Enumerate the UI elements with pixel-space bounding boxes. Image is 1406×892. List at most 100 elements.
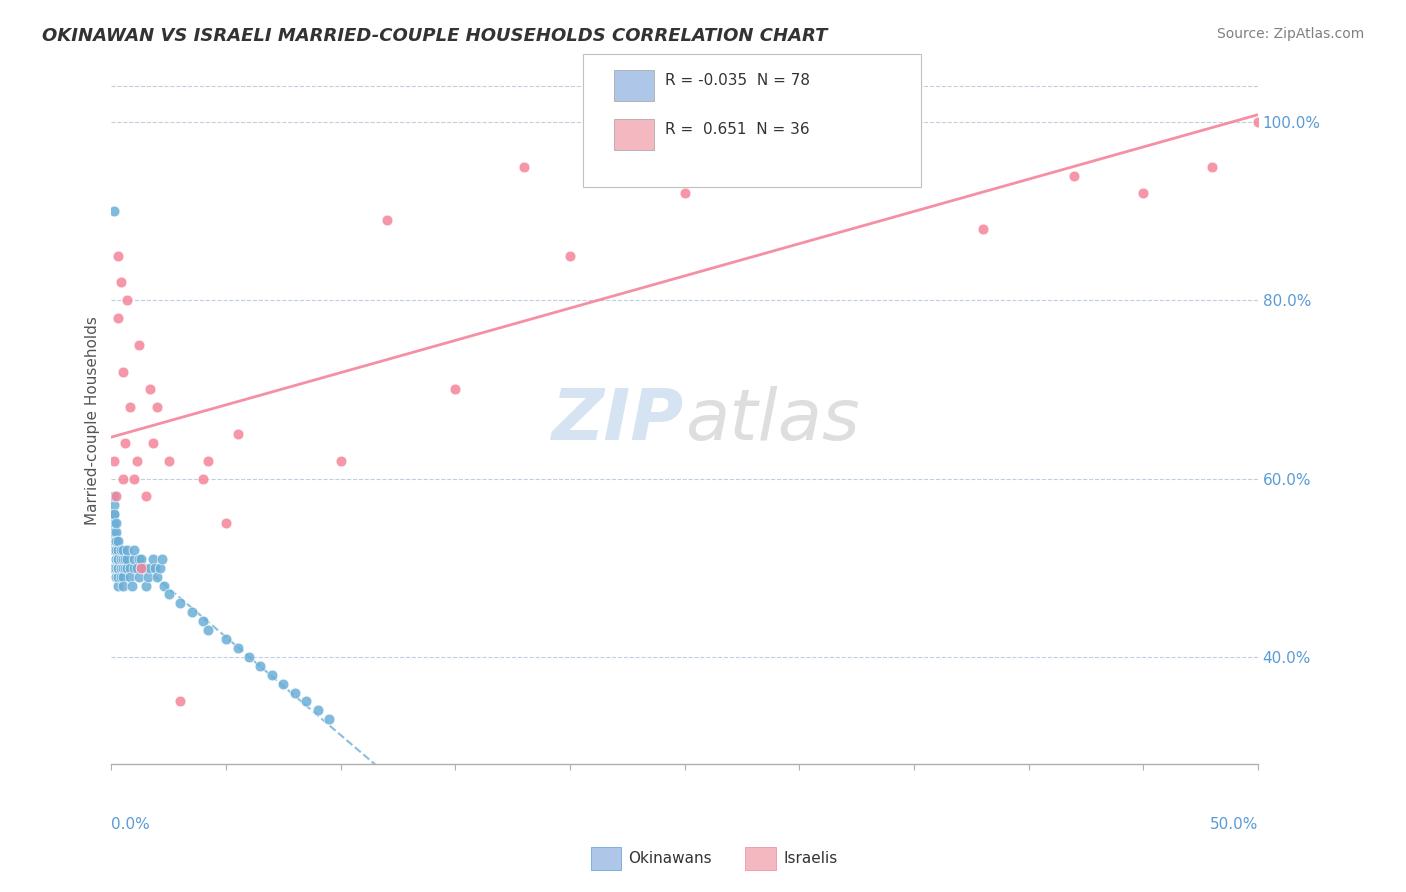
Point — [1201, 160, 1223, 174]
Point — [146, 569, 169, 583]
Point — [148, 560, 170, 574]
Point — [197, 623, 219, 637]
Point — [375, 213, 398, 227]
Point — [111, 472, 134, 486]
Point — [105, 552, 128, 566]
Point — [107, 552, 129, 566]
Point — [1063, 169, 1085, 183]
Point — [318, 712, 340, 726]
Point — [307, 703, 329, 717]
Point — [110, 560, 132, 574]
Point — [197, 454, 219, 468]
Point — [114, 560, 136, 574]
Point — [103, 508, 125, 522]
Point — [117, 552, 139, 566]
Text: Okinawans: Okinawans — [628, 852, 711, 866]
Point — [142, 552, 165, 566]
Point — [110, 569, 132, 583]
Point — [107, 569, 129, 583]
Point — [110, 552, 132, 566]
Point — [107, 534, 129, 549]
Point — [105, 543, 128, 558]
Point — [329, 454, 352, 468]
Point — [107, 249, 129, 263]
Point — [103, 454, 125, 468]
Point — [105, 490, 128, 504]
Point — [118, 569, 141, 583]
Point — [110, 276, 132, 290]
Point — [146, 401, 169, 415]
Point — [124, 552, 146, 566]
Point — [215, 632, 238, 646]
Text: 0.0%: 0.0% — [111, 817, 150, 832]
Point — [238, 649, 260, 664]
Point — [111, 552, 134, 566]
Point — [118, 401, 141, 415]
Point — [139, 383, 162, 397]
Point — [135, 578, 157, 592]
Point — [103, 525, 125, 540]
Point — [110, 543, 132, 558]
Point — [124, 543, 146, 558]
Point — [103, 516, 125, 531]
Text: R =  0.651  N = 36: R = 0.651 N = 36 — [665, 122, 810, 136]
Point — [105, 543, 128, 558]
Point — [249, 658, 271, 673]
Point — [128, 552, 150, 566]
Point — [128, 569, 150, 583]
Point — [295, 694, 318, 708]
Point — [135, 490, 157, 504]
Point — [114, 552, 136, 566]
Point — [157, 587, 180, 601]
Point — [105, 516, 128, 531]
Point — [132, 560, 155, 574]
Point — [260, 667, 283, 681]
Point — [787, 160, 810, 174]
Point — [114, 436, 136, 450]
Point — [124, 472, 146, 486]
Text: Israelis: Israelis — [783, 852, 838, 866]
Point — [1132, 186, 1154, 201]
Point — [139, 560, 162, 574]
Point — [121, 578, 143, 592]
Point — [103, 508, 125, 522]
Point — [169, 694, 191, 708]
Point — [125, 454, 148, 468]
Point — [180, 605, 202, 619]
Point — [136, 569, 159, 583]
Point — [103, 560, 125, 574]
Text: ZIP: ZIP — [553, 386, 685, 455]
Point — [124, 560, 146, 574]
Point — [103, 204, 125, 219]
Point — [105, 525, 128, 540]
Point — [107, 543, 129, 558]
Point — [107, 560, 129, 574]
Point — [157, 454, 180, 468]
Point — [226, 427, 249, 442]
Point — [111, 578, 134, 592]
Point — [153, 578, 176, 592]
Text: Source: ZipAtlas.com: Source: ZipAtlas.com — [1216, 27, 1364, 41]
Point — [143, 560, 166, 574]
Point — [118, 560, 141, 574]
Point — [105, 560, 128, 574]
Point — [673, 186, 696, 201]
Point — [107, 311, 129, 326]
Point — [103, 534, 125, 549]
Text: 50.0%: 50.0% — [1209, 817, 1258, 832]
Point — [107, 578, 129, 592]
Point — [103, 490, 125, 504]
Point — [111, 560, 134, 574]
Point — [558, 249, 581, 263]
Point — [111, 569, 134, 583]
Point — [142, 436, 165, 450]
Point — [513, 160, 536, 174]
Point — [111, 365, 134, 379]
Text: OKINAWAN VS ISRAELI MARRIED-COUPLE HOUSEHOLDS CORRELATION CHART: OKINAWAN VS ISRAELI MARRIED-COUPLE HOUSE… — [42, 27, 828, 45]
Point — [117, 293, 139, 308]
Point — [191, 614, 214, 628]
Point — [273, 676, 295, 690]
Text: atlas: atlas — [685, 386, 859, 455]
Point — [444, 383, 467, 397]
Point — [103, 499, 125, 513]
